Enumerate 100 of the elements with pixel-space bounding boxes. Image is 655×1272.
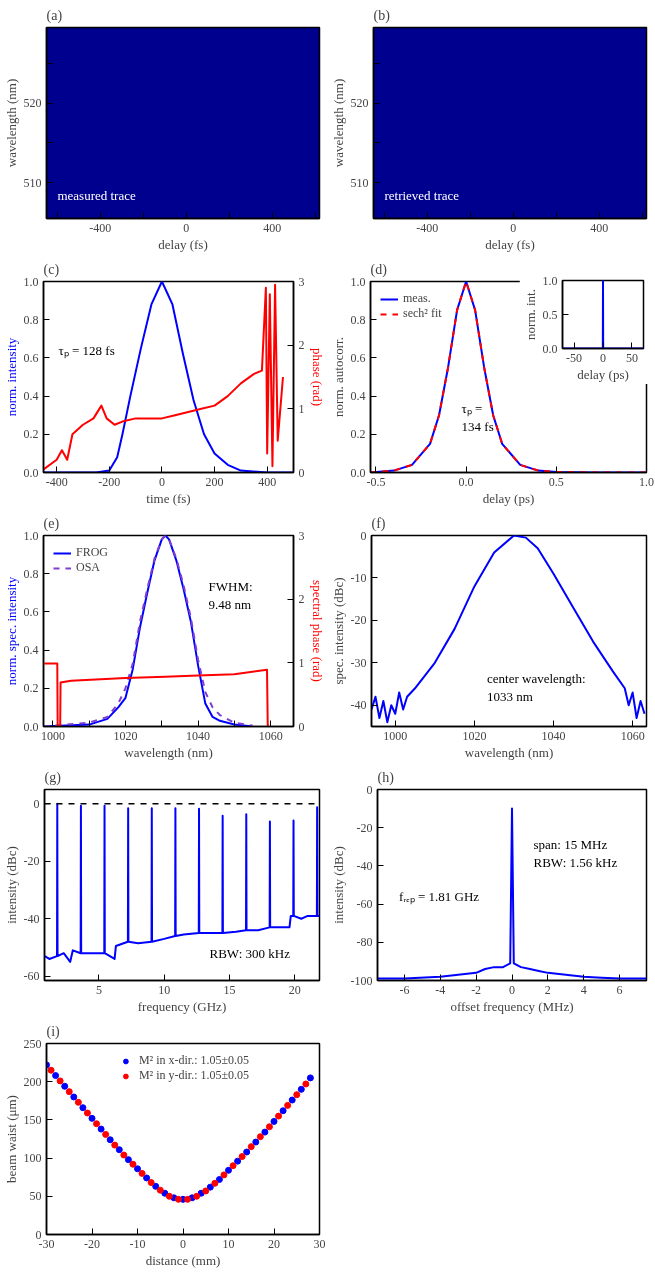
legend-label: M² in x-dir.: 1.05±0.05 xyxy=(138,1053,250,1068)
y2-axis-title: spectral phase (rad) xyxy=(309,580,325,682)
y-tick-label: -40 xyxy=(23,911,40,926)
x-axis-title: distance (mm) xyxy=(145,1252,221,1268)
y-tick-label: 150 xyxy=(23,1112,42,1127)
y-tick-label: 510 xyxy=(350,175,369,190)
y-tick-label: 0 xyxy=(33,796,40,811)
x-tick-label: 1040 xyxy=(541,728,566,743)
x-tick-label: 400 xyxy=(263,220,282,235)
y-axis-title: intensity (dBc) xyxy=(3,846,19,924)
x-tick-label: 1040 xyxy=(186,728,211,743)
y2-tick-label: 3 xyxy=(298,274,305,289)
x-tick-label: 400 xyxy=(590,220,609,235)
y-tick-label: -10 xyxy=(350,570,367,585)
y-tick-label: -30 xyxy=(350,655,367,670)
x-tick-label: -400 xyxy=(45,474,68,489)
annotation: retrieved trace xyxy=(384,188,460,204)
x-tick-label: 400 xyxy=(258,474,277,489)
x-tick-label: 30 xyxy=(313,1236,326,1251)
y-tick-label: -40 xyxy=(356,858,373,873)
x-tick-label: 15 xyxy=(223,982,236,997)
y-tick-label: 0.4 xyxy=(350,389,366,404)
legend-label: OSA xyxy=(76,560,101,575)
x-axis-title: wavelength (nm) xyxy=(124,744,213,760)
chart-title: (f) xyxy=(371,515,386,532)
x-tick-label: 0 xyxy=(510,220,517,235)
y-tick-label: -20 xyxy=(350,613,367,628)
y-tick-label: -20 xyxy=(356,820,373,835)
y-tick-label: -100 xyxy=(350,973,373,988)
x-tick-label: 1.0 xyxy=(639,474,654,489)
x-tick-label: 200 xyxy=(205,474,224,489)
x-axis-title: time (fs) xyxy=(146,490,191,506)
x-tick-label: 0 xyxy=(180,1236,186,1251)
x-tick-label: -400 xyxy=(89,220,112,235)
y2-tick-label: 1 xyxy=(298,401,305,416)
chart-title: (b) xyxy=(373,7,391,24)
legend-label: M² in y-dir.: 1.05±0.05 xyxy=(138,1068,250,1083)
y-tick-label: 0.8 xyxy=(23,566,39,581)
x-tick-label: -10 xyxy=(129,1236,146,1251)
y-tick-label: 0.2 xyxy=(23,427,39,442)
y-tick-label: 520 xyxy=(23,96,42,111)
x-tick-label: 50 xyxy=(625,350,638,365)
y-tick-label: -40 xyxy=(350,698,367,713)
x-tick-label: -20 xyxy=(84,1236,100,1251)
y-tick-label: 100 xyxy=(23,1151,42,1166)
y-axis-title: norm. spec. intensity xyxy=(3,576,19,686)
y-tick-label: 0 xyxy=(366,782,373,797)
y-tick-label: -80 xyxy=(356,935,373,950)
annotation: span: 15 MHz RBW: 1.56 kHz xyxy=(533,836,618,870)
y-axis-title: norm. autocorr. xyxy=(330,337,346,417)
x-tick-label: 0.0 xyxy=(458,474,474,489)
x-tick-label: -0.5 xyxy=(366,474,386,489)
x-tick-label: 0 xyxy=(158,474,165,489)
legend-label: sech² fit xyxy=(403,306,442,321)
y-tick-label: 0.5 xyxy=(542,307,558,322)
y-tick-label: 0 xyxy=(360,528,367,543)
annotation: center wavelength: 1033 nm xyxy=(487,670,586,704)
y-tick-label: 200 xyxy=(23,1074,42,1089)
x-tick-label: 1000 xyxy=(40,728,65,743)
y-tick-label: 0.6 xyxy=(23,350,39,365)
legend-label: meas. xyxy=(403,291,431,306)
y-axis-title: norm. intensity xyxy=(3,337,19,417)
y-axis-title: norm. int. xyxy=(522,289,538,340)
chart-title: (d) xyxy=(370,261,388,278)
chart-title: (c) xyxy=(43,261,60,278)
x-axis-title: delay (ps) xyxy=(482,490,535,506)
x-tick-label: 1000 xyxy=(383,728,408,743)
y-tick-label: 0.8 xyxy=(23,312,39,327)
x-tick-label: 0 xyxy=(600,350,606,365)
y-tick-label: 250 xyxy=(23,1036,42,1051)
x-tick-label: 1060 xyxy=(620,728,645,743)
y-tick-label: -60 xyxy=(23,969,40,984)
annotation: FWHM: 9.48 nm xyxy=(208,578,253,612)
y2-tick-label: 1 xyxy=(298,655,305,670)
x-tick-label: 1020 xyxy=(462,728,487,743)
y-tick-label: 510 xyxy=(23,175,42,190)
y-axis-title: spec. intensity (dBc) xyxy=(330,577,346,685)
y-tick-label: 0.4 xyxy=(23,389,39,404)
chart-title: (a) xyxy=(46,7,63,24)
y-tick-label: 1.0 xyxy=(23,274,39,289)
y-tick-label: -60 xyxy=(356,897,373,912)
y-tick-label: 0.2 xyxy=(23,681,39,696)
x-axis-title: wavelength (nm) xyxy=(464,744,554,760)
x-tick-label: 1060 xyxy=(258,728,283,743)
y-tick-label: 0.6 xyxy=(350,350,366,365)
x-tick-label: -4 xyxy=(435,982,446,997)
x-tick-label: 0 xyxy=(509,982,515,997)
annotation: fᵣₑₚ = 1.81 GHz xyxy=(399,889,480,906)
x-tick-label: 20 xyxy=(288,982,301,997)
y-tick-label: -20 xyxy=(23,854,40,869)
x-tick-label: 4 xyxy=(580,982,587,997)
y2-axis-title: phase (rad) xyxy=(309,347,325,407)
x-tick-label: -200 xyxy=(98,474,121,489)
y-axis-title: intensity (dBc) xyxy=(330,846,346,924)
y-tick-label: 50 xyxy=(29,1189,42,1204)
chart-title: (i) xyxy=(46,1023,61,1040)
x-tick-label: -400 xyxy=(416,220,439,235)
chart-title: (g) xyxy=(44,769,62,786)
x-tick-label: -50 xyxy=(566,350,583,365)
x-tick-label: 0 xyxy=(183,220,190,235)
